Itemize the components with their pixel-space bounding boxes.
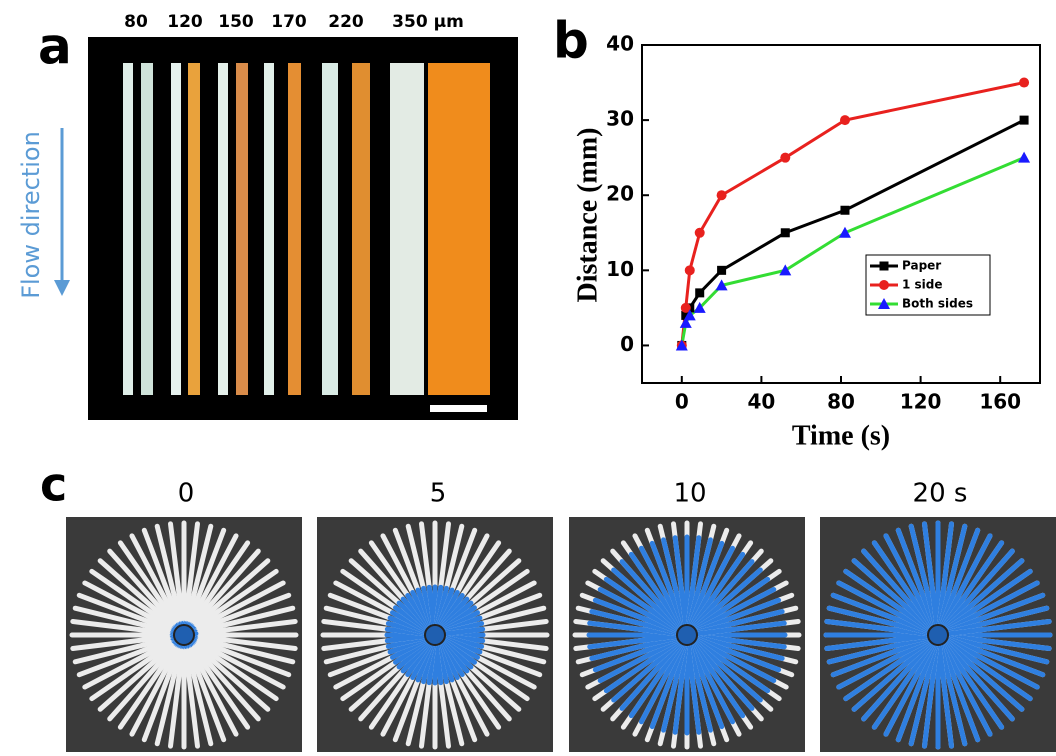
legend-label: Paper bbox=[902, 259, 941, 273]
x-tick-label: 80 bbox=[827, 390, 855, 414]
x-tick-label: 0 bbox=[675, 390, 689, 414]
strip bbox=[390, 63, 424, 395]
width-label: 350 µm bbox=[392, 12, 464, 32]
strip bbox=[188, 63, 200, 395]
marker bbox=[717, 266, 726, 275]
strip bbox=[264, 63, 274, 395]
width-label: 80 bbox=[124, 12, 148, 32]
strip bbox=[236, 63, 248, 395]
hub bbox=[928, 625, 948, 645]
hub bbox=[677, 625, 697, 645]
marker bbox=[685, 265, 695, 275]
width-label: 150 bbox=[218, 12, 254, 32]
time-label: 20 s bbox=[913, 479, 968, 509]
strip bbox=[352, 63, 370, 395]
scale-bar bbox=[430, 405, 487, 412]
strip bbox=[218, 63, 228, 395]
marker bbox=[695, 288, 704, 297]
y-axis-label: Distance (mm) bbox=[572, 128, 603, 303]
time-label: 5 bbox=[430, 479, 447, 509]
width-label: 170 bbox=[271, 12, 307, 32]
strip bbox=[141, 63, 153, 395]
legend-label: Both sides bbox=[902, 297, 973, 311]
hub bbox=[174, 625, 194, 645]
marker bbox=[840, 115, 850, 125]
width-label: 120 bbox=[167, 12, 203, 32]
y-tick-label: 30 bbox=[606, 107, 634, 131]
y-tick-label: 10 bbox=[606, 257, 634, 281]
strip bbox=[428, 63, 490, 395]
strip bbox=[171, 63, 181, 395]
x-axis-label: Time (s) bbox=[792, 420, 890, 451]
marker bbox=[880, 262, 889, 271]
marker bbox=[1018, 152, 1030, 163]
legend-label: 1 side bbox=[902, 278, 943, 292]
marker bbox=[840, 206, 849, 215]
time-label: 0 bbox=[178, 479, 195, 509]
marker bbox=[879, 280, 889, 290]
y-tick-label: 20 bbox=[606, 182, 634, 206]
strip bbox=[288, 63, 301, 395]
y-tick-label: 0 bbox=[620, 332, 634, 356]
panel-label: c bbox=[40, 458, 67, 512]
marker bbox=[781, 228, 790, 237]
marker bbox=[1019, 78, 1029, 88]
x-tick-label: 120 bbox=[900, 390, 942, 414]
hub bbox=[425, 625, 445, 645]
strip bbox=[123, 63, 133, 395]
time-label: 10 bbox=[673, 479, 706, 509]
marker bbox=[695, 228, 705, 238]
y-tick-label: 40 bbox=[606, 32, 634, 56]
series-line bbox=[682, 158, 1024, 346]
arrow-head bbox=[54, 280, 70, 296]
panel-label: b bbox=[553, 12, 589, 70]
strip bbox=[322, 63, 338, 395]
x-tick-label: 40 bbox=[747, 390, 775, 414]
x-tick-label: 160 bbox=[979, 390, 1021, 414]
marker bbox=[780, 153, 790, 163]
side-label: Flow direction bbox=[17, 131, 45, 299]
marker bbox=[1020, 116, 1029, 125]
marker bbox=[717, 190, 727, 200]
panel-label: a bbox=[38, 18, 72, 76]
width-label: 220 bbox=[328, 12, 364, 32]
